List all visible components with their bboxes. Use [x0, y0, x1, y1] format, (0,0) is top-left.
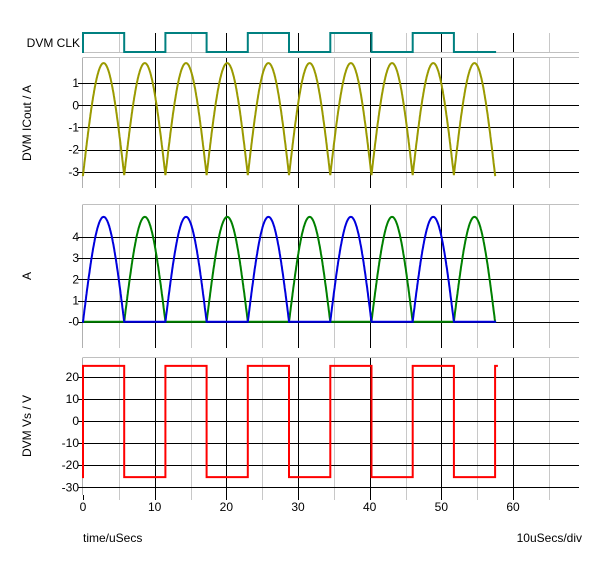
x-tick-label: 40	[363, 500, 377, 514]
y-tick-label: 3	[72, 251, 79, 265]
y-tick-label: 1	[72, 76, 79, 90]
y-tick-label: 0	[72, 98, 79, 112]
y-tick-label: 0	[72, 414, 79, 428]
y-axis-label-icout: DVM ICout / A	[20, 84, 34, 162]
y-tick-label: -20	[62, 458, 80, 472]
y-axis-label-inductor-currents: A	[20, 271, 34, 281]
clk-trace-label: DVM CLK	[26, 36, 80, 50]
trace-inductor-current-green	[82, 215, 497, 323]
y-tick-label: -2	[68, 143, 79, 157]
x-axis-scale-label: 10uSecs/div	[516, 531, 582, 545]
y-tick-label: -10	[62, 436, 80, 450]
trace-vs	[82, 364, 498, 479]
y-tick-label: 20	[66, 370, 80, 384]
x-tick-label: 30	[291, 500, 305, 514]
x-tick-label: 20	[220, 500, 234, 514]
x-tick-label: 10	[148, 500, 162, 514]
y-axis-label-vs: DVM Vs / V	[20, 394, 34, 458]
y-tick-label: 2	[72, 272, 79, 286]
y-tick-label: 10	[66, 392, 80, 406]
y-tick-label: 4	[72, 230, 79, 244]
y-tick-label: -1	[68, 120, 79, 134]
x-tick-label: 50	[435, 500, 449, 514]
y-tick-label: -0	[68, 315, 79, 329]
trace-inductor-current-blue	[81, 215, 497, 323]
y-tick-label: 1	[72, 294, 79, 308]
x-tick-label: 0	[80, 500, 87, 514]
y-tick-label: -3	[68, 165, 79, 179]
trace-icout	[81, 62, 497, 177]
y-tick-label: -30	[62, 480, 80, 494]
x-axis-label: time/uSecs	[83, 531, 143, 545]
trace-dvm-clk	[82, 32, 497, 53]
x-tick-label: 60	[506, 500, 520, 514]
